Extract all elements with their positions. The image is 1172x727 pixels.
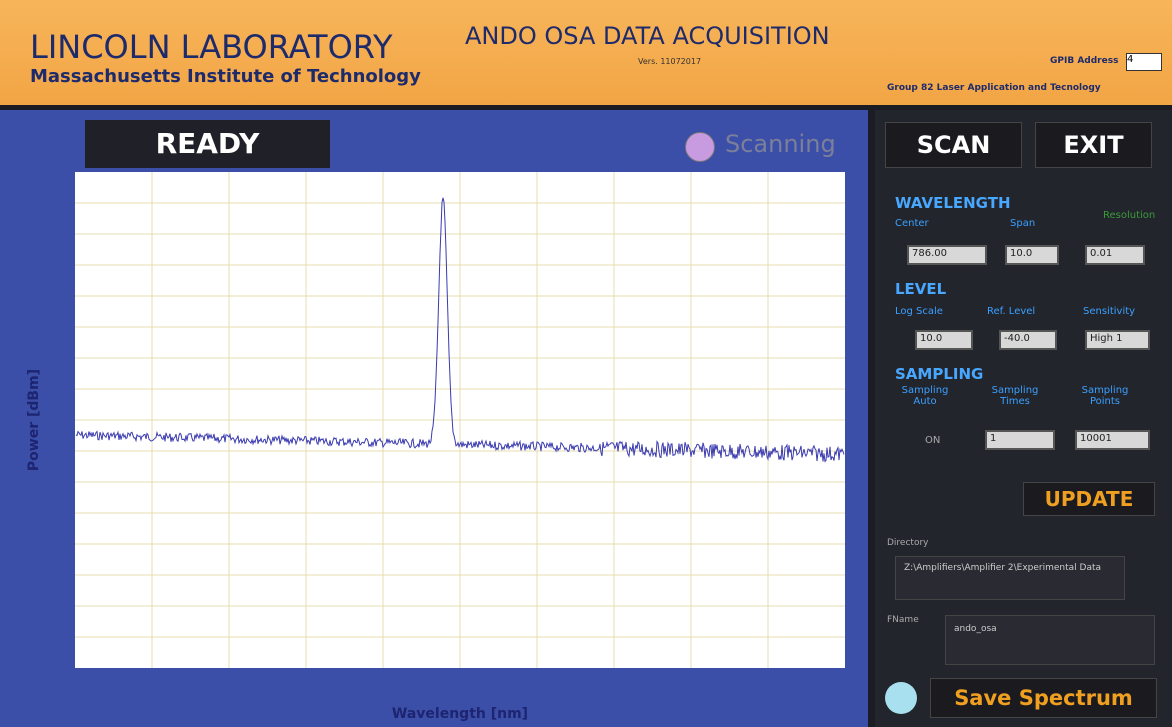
scan-button[interactable]: SCAN [885, 122, 1022, 168]
ref-level-input[interactable]: -40.0 [999, 330, 1057, 350]
points-input[interactable]: 10001 [1075, 430, 1150, 450]
exit-button[interactable]: EXIT [1035, 122, 1152, 168]
section-title: LEVEL [895, 280, 947, 298]
span-input[interactable]: 10.0 [1005, 245, 1059, 265]
times-input[interactable]: 1 [985, 430, 1055, 450]
header: LINCOLN LABORATORY Massachusetts Institu… [0, 0, 1172, 105]
field-label: Sampling Auto [901, 385, 949, 407]
version: Vers. 11072017 [638, 57, 702, 66]
field-label: Sampling Times [991, 385, 1039, 407]
lab-title: LINCOLN LABORATORY [30, 28, 393, 66]
update-button[interactable]: UPDATE [1023, 482, 1155, 516]
fname-input[interactable]: ando_osa [945, 615, 1155, 665]
center-input[interactable]: 786.00 [907, 245, 987, 265]
field-label: Log Scale [895, 306, 943, 317]
auto-value[interactable]: ON [925, 435, 941, 446]
gpib-input[interactable]: 4 [1126, 53, 1162, 71]
section-title: WAVELENGTH [895, 194, 1011, 212]
save-led [885, 682, 917, 714]
group-label: Group 82 Laser Application and Tecnology [887, 83, 1101, 93]
field-label: Span [1010, 218, 1036, 229]
fname-label: FName [887, 615, 919, 625]
save-button[interactable]: Save Spectrum [930, 678, 1157, 718]
field-label: Center [895, 218, 929, 229]
resolution-select[interactable]: 0.01 [1085, 245, 1145, 265]
field-label: Ref. Level [987, 306, 1036, 317]
field-label: Sensitivity [1083, 306, 1136, 317]
directory-label: Directory [887, 538, 929, 548]
spectrum-plot: Wavelength [nm] Power [dBm] [26, 172, 845, 722]
log-scale-input[interactable]: 10.0 [915, 330, 973, 350]
directory-input[interactable]: Z:\Amplifiers\Amplifier 2\Experimental D… [895, 556, 1125, 600]
x-axis-label: Wavelength [nm] [392, 706, 528, 722]
status: READY [85, 120, 330, 168]
y-axis-label: Power [dBm] [26, 369, 42, 471]
sensitivity-select[interactable]: High 1 [1085, 330, 1150, 350]
scanning-label: Scanning [725, 130, 836, 158]
field-label: Resolution [1103, 210, 1156, 221]
section-title: SAMPLING [895, 365, 984, 383]
control-panel: SCAN EXIT WAVELENGTH Center Span Resolut… [875, 110, 1172, 727]
field-label: Sampling Points [1081, 385, 1129, 407]
lab-subtitle: Massachusetts Institute of Technology [30, 66, 421, 87]
scanning-led [685, 132, 715, 162]
gpib-label: GPIB Address [1050, 56, 1119, 66]
spectrum-trace [75, 197, 845, 463]
app-title: ANDO OSA DATA ACQUISITION [465, 22, 830, 50]
plot-panel: READY Scanning Wavelength [nm] Power [dB… [0, 110, 868, 727]
